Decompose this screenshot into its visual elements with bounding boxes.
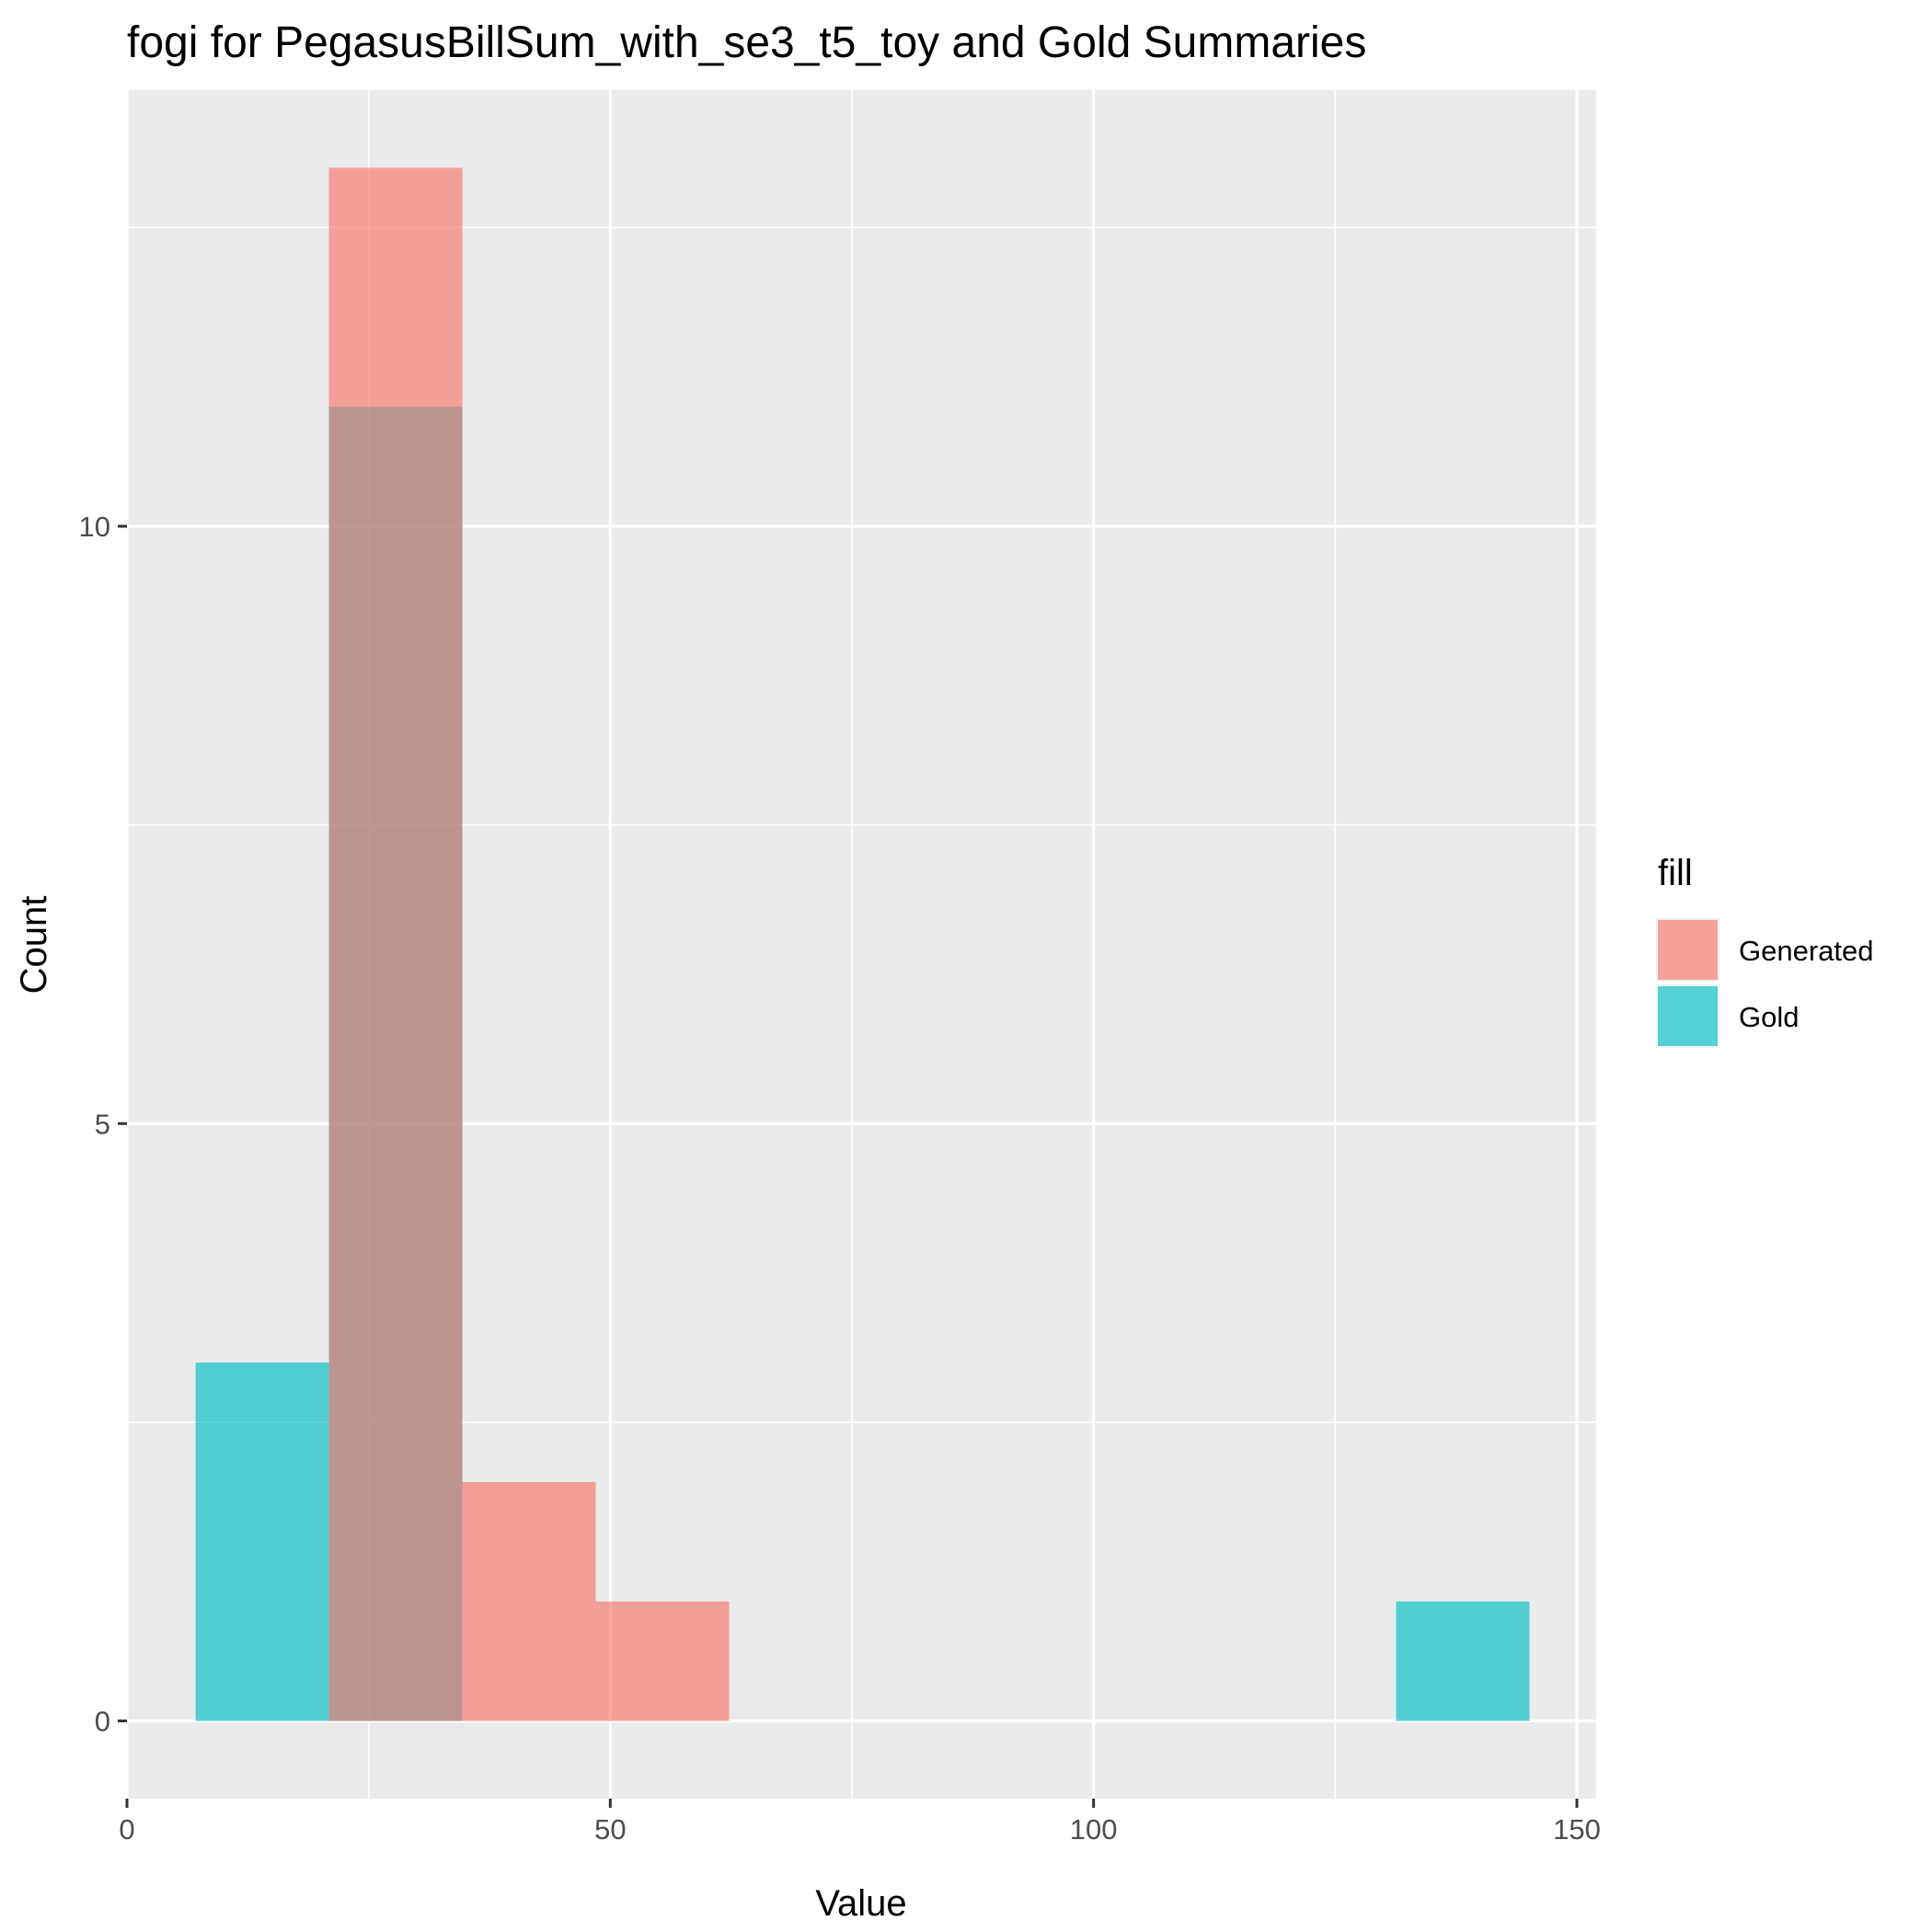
bar-gold <box>1396 1601 1530 1721</box>
x-tick-label: 150 <box>1553 1813 1601 1846</box>
y-axis-title: Count <box>14 896 54 995</box>
legend: fill Generated Gold <box>1656 853 1874 1048</box>
x-tick-label: 100 <box>1070 1813 1118 1846</box>
legend-label-generated: Generated <box>1739 935 1874 967</box>
x-tick-label: 0 <box>119 1813 134 1846</box>
histogram-bars <box>195 167 1530 1721</box>
bar-generated <box>328 167 463 1721</box>
y-tick-label: 10 <box>79 511 110 543</box>
bar-generated <box>462 1481 596 1721</box>
legend-title: fill <box>1658 853 1693 893</box>
chart-title: fogi for PegasusBillSum_with_se3_t5_toy … <box>127 18 1366 67</box>
x-tick-label: 50 <box>594 1813 626 1846</box>
legend-label-gold: Gold <box>1739 1001 1799 1033</box>
legend-key-gold <box>1658 986 1718 1046</box>
bar-gold <box>195 1363 329 1721</box>
y-axis: 0 5 10 <box>79 511 127 1738</box>
bar-generated <box>595 1601 730 1721</box>
x-axis-title: Value <box>815 1883 906 1924</box>
x-axis: 0 50 100 150 <box>119 1799 1601 1846</box>
y-tick-label: 0 <box>95 1706 110 1738</box>
y-tick-label: 5 <box>95 1108 110 1140</box>
legend-key-generated <box>1658 920 1718 980</box>
